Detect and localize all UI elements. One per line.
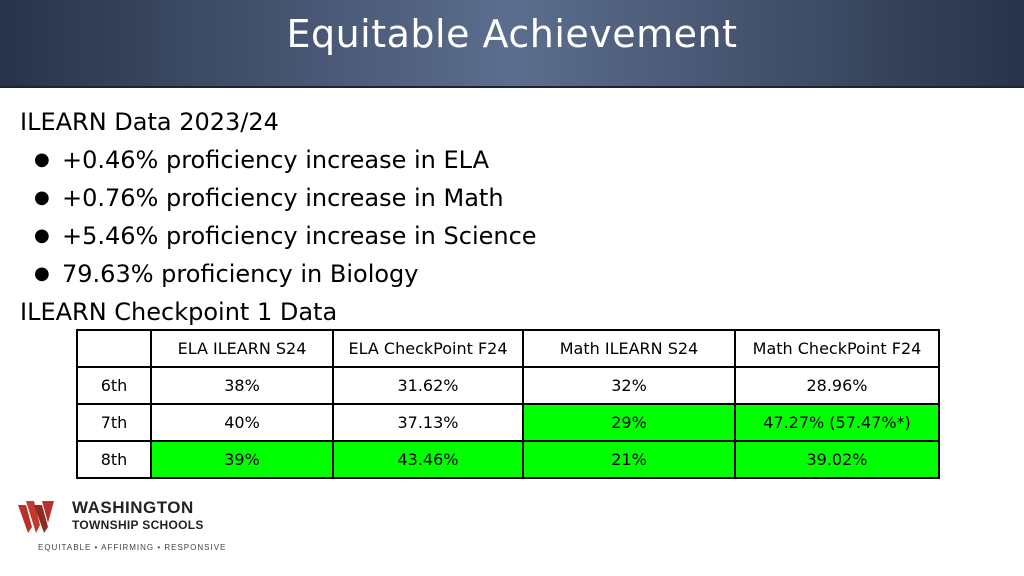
- header-cell: Math ILEARN S24: [522, 329, 736, 368]
- bullet-dot-icon: ●: [34, 149, 50, 170]
- table-cell-highlighted: 47.27% (57.47%*): [734, 403, 940, 442]
- logo-name: WASHINGTON: [72, 498, 194, 517]
- grade-cell: 8th: [76, 440, 152, 479]
- slide-content: ILEARN Data 2023/24 ● +0.46% proficiency …: [20, 103, 537, 331]
- bullet-text: +0.46% proficiency increase in ELA: [62, 146, 490, 174]
- table-cell: 28.96%: [734, 366, 940, 405]
- table-cell-highlighted: 43.46%: [332, 440, 524, 479]
- bullet-item: ● 79.63% proficiency in Biology: [20, 255, 537, 293]
- grade-cell: 6th: [76, 366, 152, 405]
- header-cell: ELA CheckPoint F24: [332, 329, 524, 368]
- table-cell-highlighted: 39%: [150, 440, 334, 479]
- table-cell: 37.13%: [332, 403, 524, 442]
- table-cell: 32%: [522, 366, 736, 405]
- bullet-text: +5.46% proficiency increase in Science: [62, 222, 537, 250]
- bullet-text: +0.76% proficiency increase in Math: [62, 184, 504, 212]
- table-cell: 40%: [150, 403, 334, 442]
- header-cell: ELA ILEARN S24: [150, 329, 334, 368]
- table-cell-highlighted: 29%: [522, 403, 736, 442]
- bullet-dot-icon: ●: [34, 263, 50, 284]
- table-row: 7th 40% 37.13% 29% 47.27% (57.47%*): [76, 403, 940, 442]
- table-cell-highlighted: 21%: [522, 440, 736, 479]
- table-cell-highlighted: 39.02%: [734, 440, 940, 479]
- slide-title: Equitable Achievement: [286, 12, 738, 56]
- table-row: 8th 39% 43.46% 21% 39.02%: [76, 440, 940, 479]
- washington-w-icon: [18, 501, 54, 533]
- header-cell-empty: [76, 329, 152, 368]
- bullet-dot-icon: ●: [34, 225, 50, 246]
- section-heading-ilearn: ILEARN Data 2023/24: [20, 108, 279, 136]
- table-row: 6th 38% 31.62% 32% 28.96%: [76, 366, 940, 405]
- header-cell: Math CheckPoint F24: [734, 329, 940, 368]
- bullet-text: 79.63% proficiency in Biology: [62, 260, 419, 288]
- table-cell: 31.62%: [332, 366, 524, 405]
- logo-tagline: EQUITABLE • AFFIRMING • RESPONSIVE: [38, 543, 227, 552]
- bullet-item: ● +5.46% proficiency increase in Science: [20, 217, 537, 255]
- logo-subtitle: TOWNSHIP SCHOOLS: [72, 518, 204, 532]
- section-heading-checkpoint: ILEARN Checkpoint 1 Data: [20, 298, 338, 326]
- bullet-item: ● +0.46% proficiency increase in ELA: [20, 141, 537, 179]
- title-bar: Equitable Achievement: [0, 0, 1024, 88]
- bullet-item: ● +0.76% proficiency increase in Math: [20, 179, 537, 217]
- bullet-dot-icon: ●: [34, 187, 50, 208]
- grade-cell: 7th: [76, 403, 152, 442]
- checkpoint-data-table: ELA ILEARN S24 ELA CheckPoint F24 Math I…: [76, 329, 940, 479]
- table-header-row: ELA ILEARN S24 ELA CheckPoint F24 Math I…: [76, 329, 940, 368]
- table-cell: 38%: [150, 366, 334, 405]
- school-logo: WASHINGTON TOWNSHIP SCHOOLS EQUITABLE • …: [16, 493, 226, 565]
